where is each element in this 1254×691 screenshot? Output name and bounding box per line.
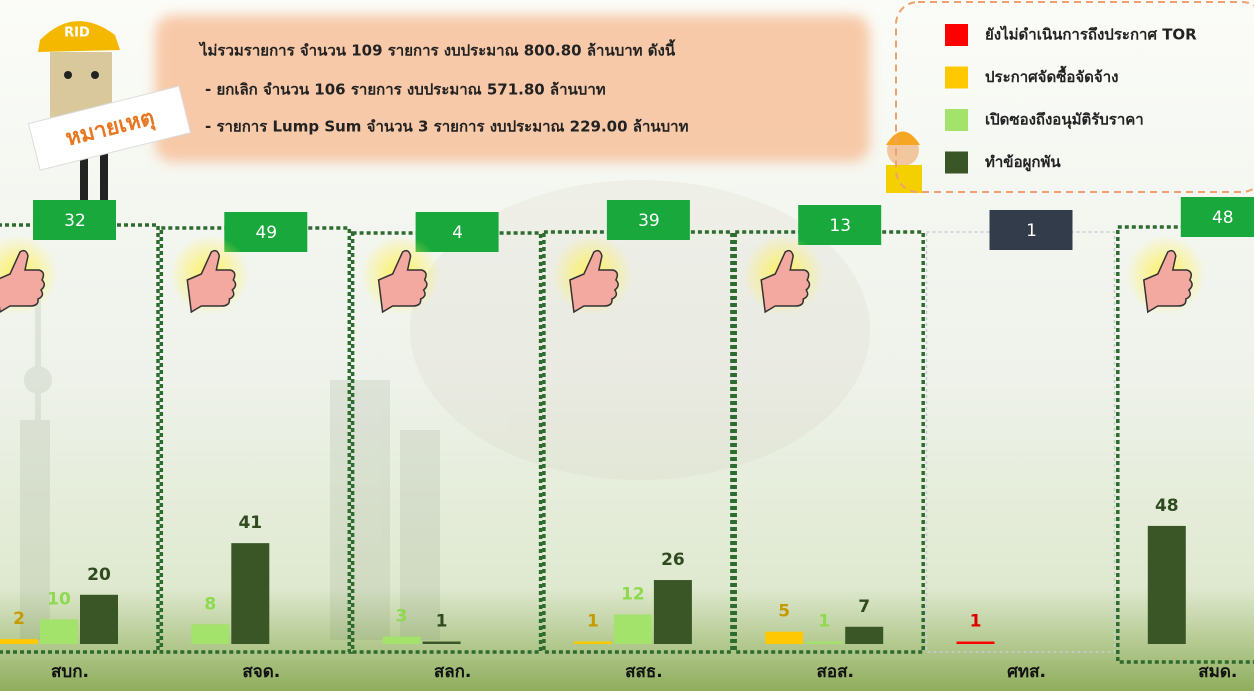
note-line: - รายการ Lump Sum จำนวน 3 รายการ งบประมา… <box>205 118 689 136</box>
legend-label: ประกาศจัดซื้อจัดจ้าง <box>985 65 1118 86</box>
value-label: 1 <box>970 612 982 632</box>
value-label: 26 <box>661 550 685 570</box>
bar <box>614 614 652 644</box>
bar <box>1148 526 1186 644</box>
value-label: 41 <box>238 513 262 533</box>
value-label: 48 <box>1155 496 1179 516</box>
value-label: 2 <box>13 609 25 629</box>
category-label: สอส. <box>816 662 853 682</box>
legend-label: ยังไม่ดำเนินการถึงประกาศ TOR <box>985 25 1197 44</box>
category-label: สมด. <box>1198 662 1237 682</box>
total-label: 48 <box>1212 208 1234 228</box>
badge: RID <box>64 26 90 41</box>
legend-swatch <box>945 24 968 46</box>
note-line: - ยกเลิก จำนวน 106 รายการ งบประมาณ 571.8… <box>205 81 606 99</box>
bar <box>574 642 612 644</box>
note-line: ไม่รวมรายการ จำนวน 109 รายการ งบประมาณ 8… <box>198 39 676 60</box>
legend-swatch <box>945 67 968 89</box>
value-label: 7 <box>858 597 870 617</box>
bar <box>423 642 461 644</box>
legend-swatch <box>945 152 968 174</box>
value-label: 10 <box>47 589 71 609</box>
bar <box>80 595 118 644</box>
value-label: 12 <box>621 584 645 604</box>
legend-label: ทำข้อผูกพัน <box>985 153 1061 172</box>
value-label: 1 <box>436 612 448 632</box>
total-label: 13 <box>829 216 851 236</box>
value-label: 1 <box>587 612 599 632</box>
value-label: 20 <box>87 565 111 585</box>
total-label: 4 <box>452 223 463 243</box>
bar <box>765 632 803 644</box>
category-label: สลก. <box>434 662 472 682</box>
category-label: สบก. <box>51 662 89 682</box>
category-label: สสธ. <box>625 662 663 682</box>
legend-label: เปิดซองถึงอนุมัติรับราคา <box>985 111 1144 130</box>
legend-swatch <box>945 109 968 131</box>
total-label: 32 <box>64 211 86 231</box>
value-label: 1 <box>818 612 830 632</box>
bar <box>0 639 38 644</box>
total-label: 39 <box>638 211 660 231</box>
bar <box>654 580 692 644</box>
bar <box>845 627 883 644</box>
infographic: ไม่รวมรายการ จำนวน 109 รายการ งบประมาณ 8… <box>0 0 1254 691</box>
bar <box>957 642 995 644</box>
bar <box>805 642 843 644</box>
bar <box>40 619 78 644</box>
category-label: สจด. <box>242 662 280 682</box>
category-label: ศทส. <box>1007 662 1046 682</box>
value-label: 8 <box>204 594 216 614</box>
bar <box>383 637 421 644</box>
bar <box>191 624 229 644</box>
value-label: 3 <box>396 607 408 627</box>
value-label: 5 <box>778 602 790 622</box>
total-label: 49 <box>255 223 277 243</box>
total-label: 1 <box>1026 221 1037 241</box>
bar <box>231 543 269 644</box>
